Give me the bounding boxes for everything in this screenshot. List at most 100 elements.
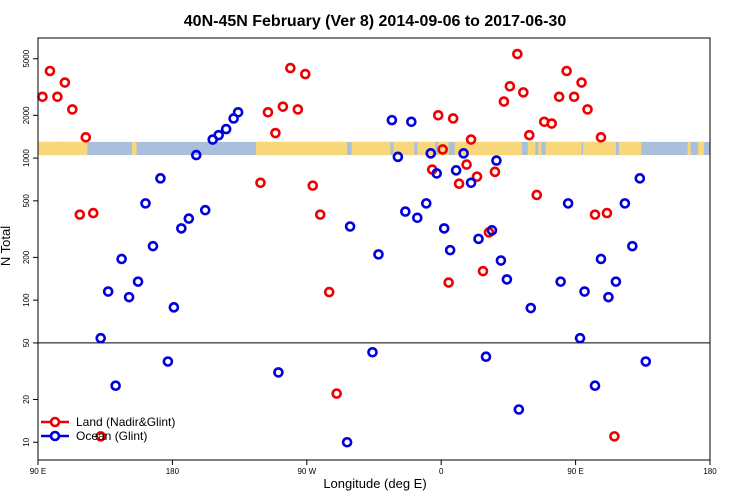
ocean-point [473,233,484,245]
land-strip-segment [538,141,542,156]
ocean-point [95,332,107,344]
land-point [595,132,607,143]
land-strip-segment [438,141,449,156]
ocean-point [458,148,469,159]
ocean-point [480,351,492,363]
land-point [44,65,56,77]
y-tick-label: 5000 [22,49,31,67]
land-point [74,209,86,220]
ocean-point [562,198,574,209]
ocean-point [425,148,437,159]
land-point [52,91,63,103]
ocean-point [373,249,384,260]
land-point [95,431,107,442]
ocean-point [525,302,537,314]
ocean-point [406,116,417,128]
ocean-point [501,274,513,285]
land-point [453,178,465,190]
y-axis-label: N Total [0,226,13,266]
land-point [437,144,448,155]
land-point [432,110,444,121]
land-point [546,118,558,129]
ocean-point [634,173,646,184]
ocean-point [123,291,135,303]
land-point [87,207,99,219]
ocean-point [155,173,166,184]
land-point [553,91,565,103]
ocean-point [555,276,566,287]
ocean-point [392,151,404,163]
y-tick-label: 200 [22,250,31,264]
ocean-point [574,332,586,344]
ocean-point [400,206,411,217]
ocean-point [168,302,180,313]
axes-group: 90 E 180 90 W 0 90 E 180 10 20 50 100 200 500 1000 20… [22,49,717,476]
ocean-point [431,168,443,179]
land-point [465,134,477,145]
ocean-point [176,223,187,234]
x-tick-label: 180 [166,467,180,476]
land-point [67,104,78,115]
land-point [477,265,489,277]
ocean-point [495,255,507,266]
land-point [447,113,459,124]
x-tick-label: 90 E [567,467,583,476]
ocean-point [273,367,284,378]
land-point [80,132,92,143]
chart-title: 40N-45N February (Ver 8) 2014-09-06 to 2… [184,13,567,30]
ocean-point [140,198,151,209]
land-point [498,96,510,107]
ocean-point [465,177,477,189]
ocean-point [386,114,398,126]
plot-frame [37,37,711,461]
land-ocean-strip [38,141,710,156]
ocean-point [619,198,631,209]
x-tick-label: 90 E [30,467,46,476]
land-point [512,48,523,60]
ocean-point [132,276,144,287]
y-tick-label: 2000 [22,106,31,124]
x-tick-label: 90 W [297,467,316,476]
y-tick-label: 20 [22,394,31,403]
land-point [307,180,319,191]
land-point [262,106,274,118]
ocean-point [420,198,432,209]
ocean-point [199,204,211,216]
land-strip-segment [618,141,642,156]
land-point [314,209,326,220]
land-strip-segment [132,141,137,156]
land-strip-segment [527,141,536,156]
legend-marker [49,430,61,442]
y-tick-label: 100 [22,293,31,307]
land-point [601,207,613,219]
ocean-point [595,253,607,265]
ocean-point [213,129,224,141]
land-point [518,87,529,98]
legend: Land (Nadir&Glint)Ocean (Glint) [41,415,175,443]
ocean-point [486,225,498,236]
land-strip-segment [399,141,415,156]
ocean-point [640,356,652,367]
ocean-point [627,240,638,252]
land-strip-segment [417,141,436,156]
ocean-point [450,165,462,176]
land-point [609,431,620,442]
land-point [277,101,289,112]
land-point [561,65,572,77]
x-axis-label: Longitude (deg E) [323,476,426,491]
x-tick-label: 0 [439,467,444,476]
land-point [589,209,601,220]
land-point [323,286,335,298]
ocean-point [589,380,601,392]
land-strip-segment [583,141,616,156]
ocean-point [438,223,450,234]
ocean-point [513,404,525,415]
ocean-point [190,149,202,161]
y-tick-label: 500 [22,194,31,208]
land-point [300,68,311,80]
land-strip-segment [545,141,582,156]
ocean-point [232,106,244,118]
land-strip-segment [256,141,348,156]
